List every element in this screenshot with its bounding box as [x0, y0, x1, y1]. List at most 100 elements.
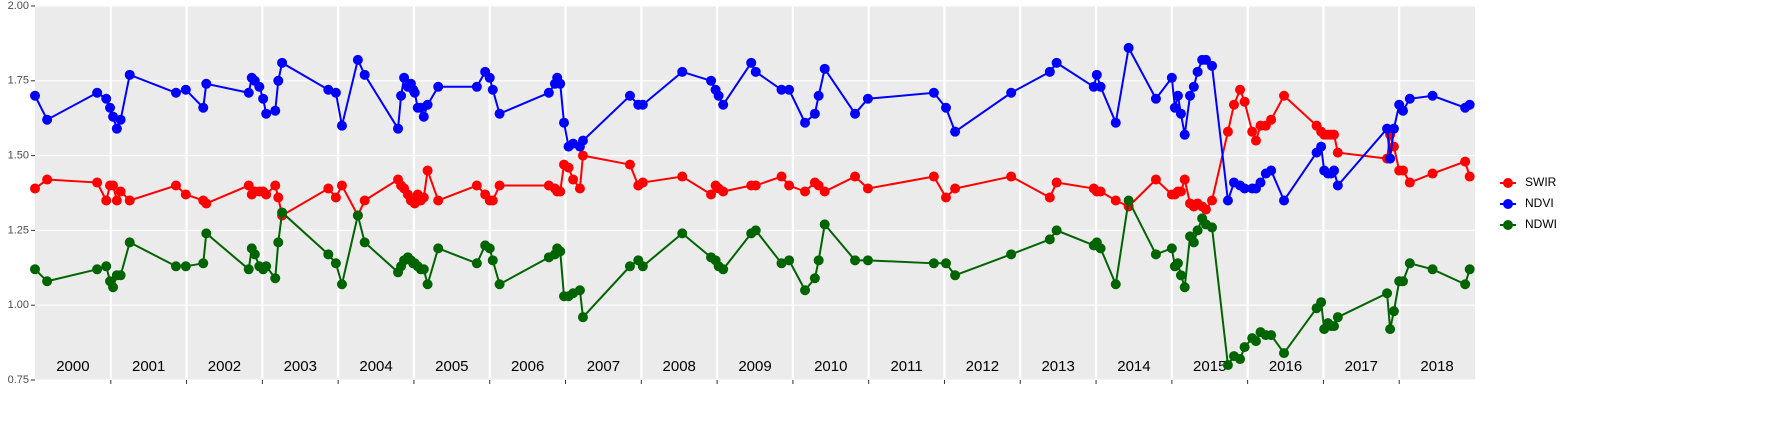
point — [677, 171, 688, 182]
point — [784, 180, 795, 191]
point — [323, 249, 334, 260]
point — [261, 108, 272, 119]
point — [1398, 276, 1408, 287]
y-tick-label: 1.25 — [8, 224, 29, 236]
point — [409, 87, 420, 98]
point — [1388, 123, 1399, 134]
point — [950, 270, 961, 281]
point — [928, 258, 939, 269]
point — [1150, 249, 1161, 260]
point — [1172, 258, 1183, 269]
point — [862, 255, 873, 266]
point — [577, 312, 588, 323]
legend-marker — [1503, 199, 1513, 209]
legend-marker — [1503, 220, 1513, 230]
point — [30, 183, 40, 194]
legend-label: NDVI — [1525, 196, 1554, 210]
point — [1460, 279, 1471, 290]
point — [273, 192, 284, 203]
point — [819, 63, 830, 74]
point — [940, 258, 951, 269]
point — [92, 177, 103, 188]
point — [1266, 165, 1277, 176]
point — [487, 195, 498, 206]
point — [170, 261, 181, 272]
point — [1200, 204, 1211, 215]
point — [124, 69, 135, 80]
year-label: 2007 — [587, 358, 620, 375]
year-label: 2010 — [814, 358, 847, 375]
point — [108, 111, 119, 122]
point — [1464, 99, 1475, 110]
point — [1235, 354, 1246, 365]
point — [718, 99, 729, 110]
year-label: 2005 — [435, 358, 468, 375]
point — [1192, 225, 1203, 236]
point — [1095, 243, 1106, 254]
point — [484, 243, 495, 254]
point — [718, 264, 729, 275]
point — [323, 183, 334, 194]
year-label: 2000 — [56, 358, 89, 375]
point — [487, 255, 498, 266]
point — [677, 228, 688, 239]
point — [1095, 186, 1106, 197]
point — [1388, 306, 1399, 317]
point — [1051, 177, 1062, 188]
point — [1332, 147, 1343, 158]
point — [713, 90, 724, 101]
point — [624, 261, 635, 272]
point — [330, 192, 341, 203]
point — [1464, 171, 1475, 182]
point — [422, 99, 433, 110]
point — [352, 210, 363, 221]
point — [1044, 192, 1055, 203]
point — [928, 87, 939, 98]
point — [637, 177, 648, 188]
point — [1404, 177, 1415, 188]
point — [42, 174, 53, 185]
point — [1123, 42, 1134, 53]
point — [180, 189, 191, 200]
y-tick-label: 0.75 — [8, 374, 29, 386]
point — [422, 279, 433, 290]
point — [111, 195, 122, 206]
point — [254, 81, 265, 92]
point — [1175, 108, 1186, 119]
point — [577, 150, 588, 161]
series — [30, 42, 1475, 206]
point — [1385, 324, 1396, 335]
point — [277, 207, 288, 218]
year-label: 2017 — [1345, 358, 1378, 375]
point — [115, 186, 126, 197]
point — [494, 279, 505, 290]
year-label: 2004 — [359, 358, 392, 375]
point — [1179, 129, 1190, 140]
point — [563, 162, 574, 173]
point — [433, 243, 444, 254]
point — [108, 282, 119, 293]
point — [1460, 156, 1471, 167]
point — [108, 180, 119, 191]
point — [115, 114, 126, 125]
year-label: 2002 — [208, 358, 241, 375]
point — [1006, 249, 1017, 260]
point — [243, 264, 254, 275]
point — [30, 264, 40, 275]
point — [543, 87, 554, 98]
point — [624, 159, 635, 170]
point — [1192, 66, 1203, 77]
point — [1222, 126, 1233, 137]
point — [201, 198, 212, 209]
point — [418, 111, 429, 122]
point — [1329, 321, 1340, 332]
point — [1044, 234, 1055, 245]
point — [42, 114, 53, 125]
point — [92, 264, 103, 275]
point — [1279, 195, 1290, 206]
point — [270, 273, 281, 284]
y-tick-label: 1.00 — [8, 299, 29, 311]
year-label: 2008 — [663, 358, 696, 375]
point — [101, 261, 112, 272]
